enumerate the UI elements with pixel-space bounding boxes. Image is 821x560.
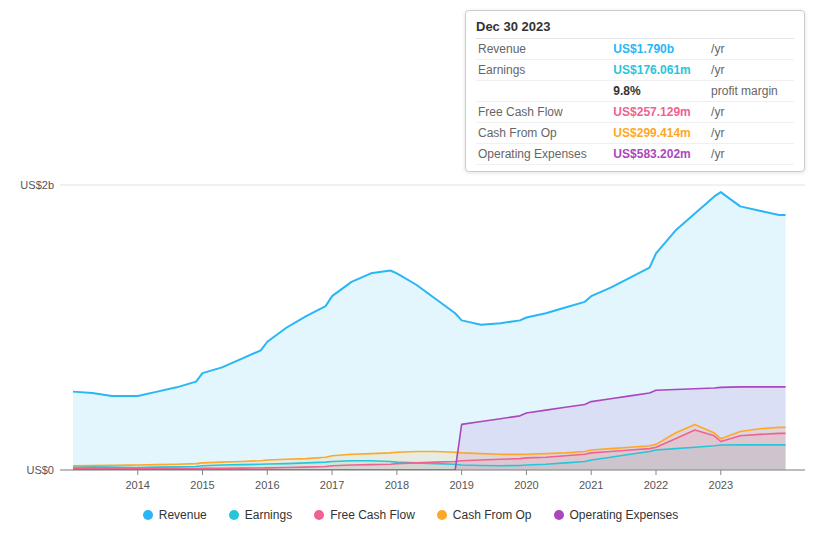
series-area <box>73 192 786 470</box>
x-tick <box>396 470 397 475</box>
plot-data <box>73 192 786 470</box>
info-unit: /yr <box>709 123 794 144</box>
info-unit: /yr <box>709 39 794 60</box>
x-tick <box>332 470 333 475</box>
x-tick <box>267 470 268 475</box>
series-line <box>73 430 786 468</box>
info-value: 9.8% <box>611 81 709 102</box>
legend-item: Cash From Op <box>437 508 532 522</box>
info-label: Free Cash Flow <box>476 102 611 123</box>
x-tick-label: 2018 <box>385 479 409 491</box>
x-tick-label: 2023 <box>709 479 733 491</box>
x-tick <box>137 470 138 475</box>
info-title: Dec 30 2023 <box>476 17 794 39</box>
info-row: EarningsUS$176.061m/yr <box>476 60 794 81</box>
x-tick-label: 2017 <box>320 479 344 491</box>
x-tick <box>656 470 657 475</box>
legend-label: Revenue <box>159 508 207 522</box>
info-table: RevenueUS$1.790b/yrEarningsUS$176.061m/y… <box>476 39 794 165</box>
legend-swatch <box>314 510 324 520</box>
x-tick-label: 2021 <box>579 479 603 491</box>
legend-item: Free Cash Flow <box>314 508 415 522</box>
info-row: RevenueUS$1.790b/yr <box>476 39 794 60</box>
legend-swatch <box>437 510 447 520</box>
legend-label: Free Cash Flow <box>330 508 415 522</box>
x-tick <box>461 470 462 475</box>
legend-label: Operating Expenses <box>570 508 679 522</box>
legend-item: Earnings <box>229 508 292 522</box>
legend-label: Earnings <box>245 508 292 522</box>
x-tick <box>202 470 203 475</box>
legend-swatch <box>554 510 564 520</box>
info-unit: /yr <box>709 144 794 165</box>
x-tick-label: 2015 <box>190 479 214 491</box>
info-label: Revenue <box>476 39 611 60</box>
info-value: US$583.202m <box>611 144 709 165</box>
x-tick-label: 2014 <box>125 479 149 491</box>
x-tick <box>526 470 527 475</box>
x-tick <box>720 470 721 475</box>
info-row: Cash From OpUS$299.414m/yr <box>476 123 794 144</box>
info-label: Earnings <box>476 60 611 81</box>
x-tick <box>591 470 592 475</box>
legend-swatch <box>143 510 153 520</box>
legend: Revenue Earnings Free Cash Flow Cash From O… <box>0 508 821 522</box>
info-box: Dec 30 2023RevenueUS$1.790b/yrEarningsUS… <box>465 10 805 172</box>
x-tick-label: 2022 <box>644 479 668 491</box>
y-tick-label: US$2b <box>20 179 54 191</box>
info-value: US$176.061m <box>611 60 709 81</box>
series-area <box>73 387 786 470</box>
series-line <box>73 387 786 470</box>
info-unit: /yr <box>709 102 794 123</box>
areas <box>73 192 786 470</box>
grid-line <box>60 185 805 186</box>
series-line <box>73 424 786 465</box>
lines <box>73 192 786 470</box>
legend-item: Revenue <box>143 508 207 522</box>
x-tick-label: 2019 <box>449 479 473 491</box>
y-axis: US$0 US$2b <box>20 179 805 476</box>
info-label: Cash From Op <box>476 123 611 144</box>
info-row: 9.8%profit margin <box>476 81 794 102</box>
info-unit: /yr <box>709 60 794 81</box>
legend-swatch <box>229 510 239 520</box>
legend-label: Cash From Op <box>453 508 532 522</box>
info-row: Free Cash FlowUS$257.129m/yr <box>476 102 794 123</box>
x-tick-label: 2020 <box>514 479 538 491</box>
series-line <box>73 192 786 396</box>
info-value: US$299.414m <box>611 123 709 144</box>
info-label: Operating Expenses <box>476 144 611 165</box>
info-unit: profit margin <box>709 81 794 102</box>
y-tick-label: US$0 <box>26 464 54 476</box>
info-value: US$1.790b <box>611 39 709 60</box>
x-tick-label: 2016 <box>255 479 279 491</box>
info-label <box>476 81 611 102</box>
info-value: US$257.129m <box>611 102 709 123</box>
info-row: Operating ExpensesUS$583.202m/yr <box>476 144 794 165</box>
x-axis: 2014 2015 2016 2017 2018 2019 2020 2021 2022 2023 <box>60 470 805 491</box>
legend-item: Operating Expenses <box>554 508 679 522</box>
